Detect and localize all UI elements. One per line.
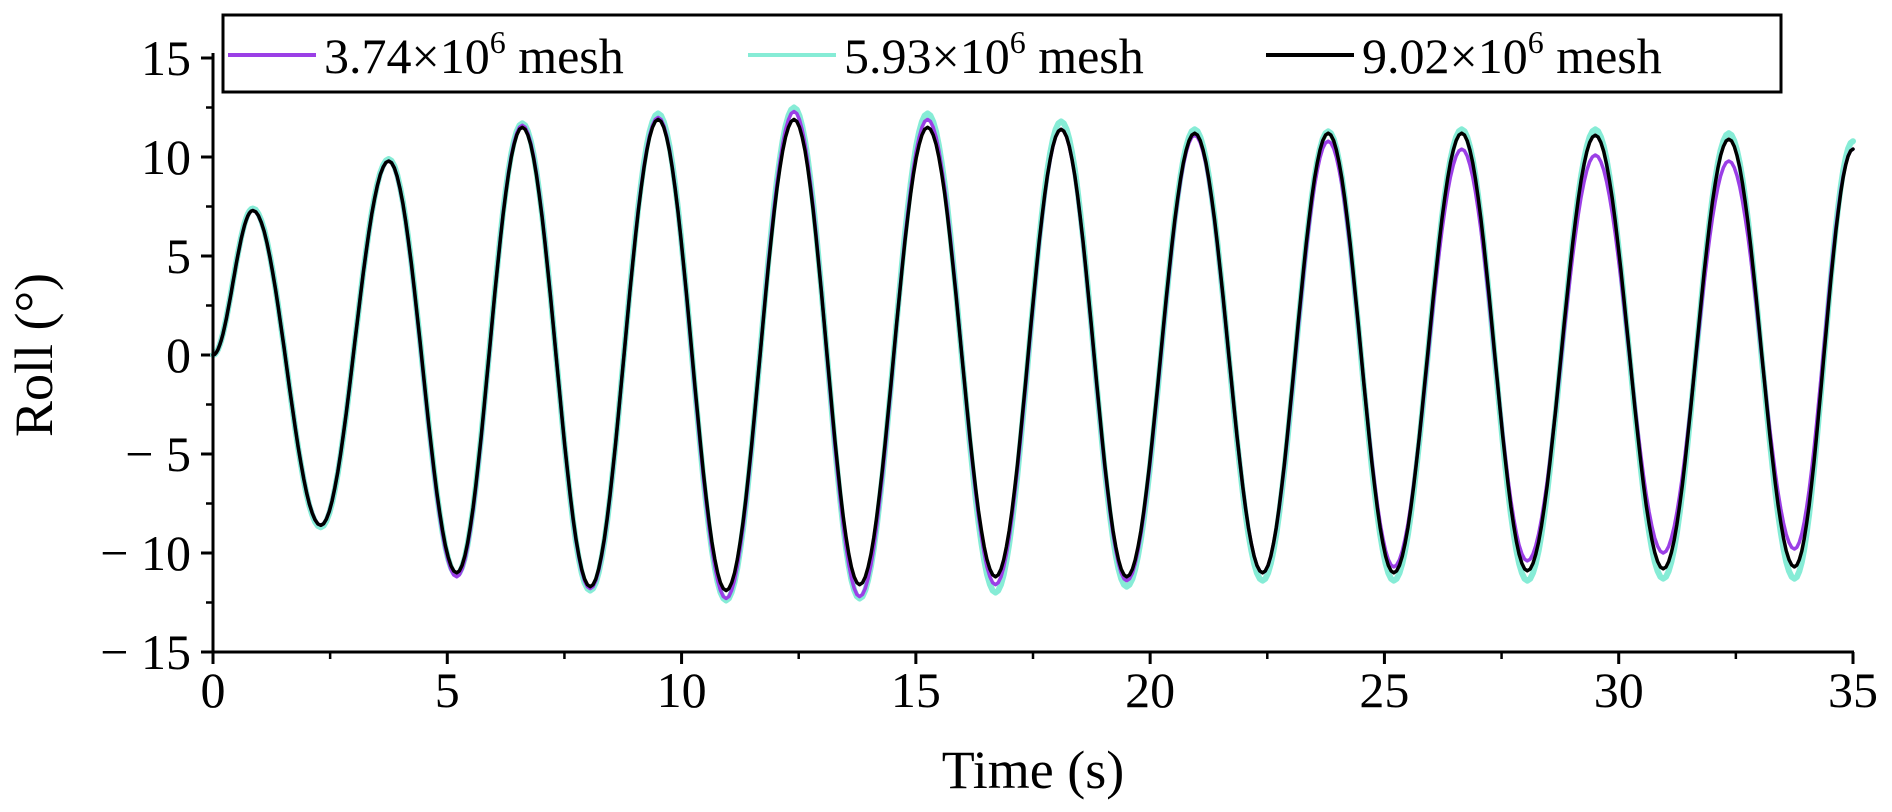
x-tick-label: 35	[1828, 662, 1878, 718]
y-tick-label: 0	[166, 327, 191, 383]
series-line-1	[211, 109, 1855, 601]
y-tick-label: 5	[166, 228, 191, 284]
x-axis-label: Time (s)	[942, 740, 1125, 800]
x-tick-label: 30	[1594, 662, 1644, 718]
x-tick-label: 15	[891, 662, 941, 718]
y-axis-label: Roll (°)	[4, 273, 64, 437]
legend: 3.74×106 mesh 5.93×106 mesh 9.02×106 mesh	[221, 13, 1783, 94]
x-tick-label: 0	[201, 662, 226, 718]
y-tick-label: − 5	[125, 426, 191, 482]
series-lines	[210, 104, 1856, 604]
y-tick-label: 10	[141, 129, 191, 185]
x-tick-label: 25	[1359, 662, 1409, 718]
y-tick-label: − 15	[100, 624, 191, 680]
legend-label-2: 5.93×106 mesh	[844, 24, 1144, 84]
series-line-3	[211, 117, 1855, 593]
x-axis-ticks: 0 5 10 15 20 25 30 35	[201, 652, 1878, 718]
y-tick-label: − 10	[100, 525, 191, 581]
legend-box	[221, 13, 1783, 94]
x-tick-label: 5	[435, 662, 460, 718]
y-tick-label: 15	[141, 30, 191, 86]
x-tick-label: 20	[1125, 662, 1175, 718]
legend-label-3: 9.02×106 mesh	[1362, 24, 1662, 84]
x-tick-label: 10	[657, 662, 707, 718]
legend-label-1: 3.74×106 mesh	[324, 24, 624, 84]
y-axis-ticks: 15 10 5 0 − 5 − 10 − 15	[100, 30, 213, 680]
